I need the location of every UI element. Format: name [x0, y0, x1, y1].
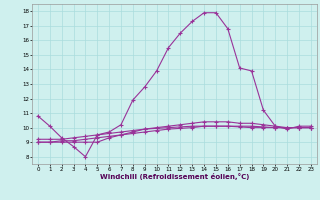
X-axis label: Windchill (Refroidissement éolien,°C): Windchill (Refroidissement éolien,°C) [100, 173, 249, 180]
